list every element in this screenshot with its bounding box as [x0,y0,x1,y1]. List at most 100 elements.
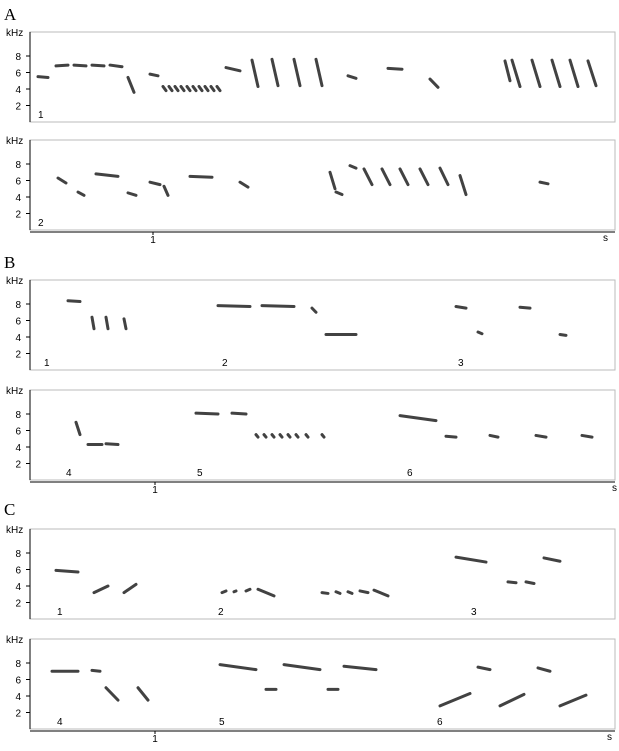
sound-trace [342,664,378,672]
sound-trace [250,58,260,89]
sound-trace [454,304,468,310]
sound-trace [270,433,276,439]
sound-trace [558,333,568,337]
sound-trace [458,174,468,197]
subpanel-number: 2 [218,607,224,618]
y-tick-label: 8 [15,52,21,63]
sound-trace [148,72,160,78]
spectrogram-frame [29,139,616,231]
sound-trace [122,582,138,595]
sound-trace [254,433,260,439]
sound-trace [358,589,370,595]
panel-label: A [4,5,17,24]
subpanel-number: 1 [38,110,44,121]
sound-trace [90,63,106,68]
sound-trace [126,75,136,94]
sound-trace [185,85,192,93]
sound-trace [161,85,168,93]
y-axis-label: kHz [6,276,23,287]
sound-trace [506,580,518,585]
sound-trace [310,306,318,314]
sound-trace [334,190,344,197]
sound-trace [328,170,337,191]
sound-trace [476,665,492,672]
sound-trace [104,686,120,702]
sound-trace [386,66,404,71]
sound-trace [179,85,186,93]
y-tick-label: 6 [15,676,21,687]
sound-trace [244,587,252,593]
sound-trace [74,420,82,437]
sound-trace [444,434,458,439]
y-tick-label: 8 [15,160,21,171]
y-tick-label: 8 [15,410,21,421]
sound-trace [215,85,222,93]
sound-trace [209,85,216,93]
sound-trace [498,692,526,708]
sound-trace [304,433,310,439]
y-tick-label: 8 [15,659,21,670]
sound-trace [524,580,536,586]
spectrogram-frame [29,528,616,620]
sound-trace [294,433,300,439]
sound-trace [292,57,302,88]
sound-trace [216,304,252,308]
sound-trace [76,190,86,197]
y-axis-label: kHz [6,635,23,646]
sound-trace [104,442,120,447]
y-tick-label: 6 [15,566,21,577]
y-tick-label: 6 [15,177,21,188]
y-tick-label: 2 [15,210,21,221]
sound-trace [136,686,150,702]
y-axis-label: kHz [6,386,23,397]
sound-trace [90,315,96,331]
sound-trace [586,59,598,88]
sound-trace [488,433,500,439]
sound-trace [550,58,562,89]
y-tick-label: 4 [15,443,21,454]
sound-trace [94,172,120,178]
y-tick-label: 2 [15,102,21,113]
sound-trace [162,184,170,197]
sound-trace [72,63,88,68]
sound-trace [438,692,472,708]
sound-trace [558,693,588,708]
sound-trace [372,588,390,598]
sound-trace [262,433,268,439]
y-tick-label: 4 [15,193,21,204]
sound-trace [260,304,296,308]
subpanel-number: 6 [437,717,443,728]
panel-label: B [4,253,15,272]
sound-trace [334,590,342,595]
sound-trace [218,663,258,672]
sound-trace [542,556,562,563]
sound-trace [282,663,322,672]
sound-trace [36,75,50,79]
sound-trace [518,305,532,310]
sound-trace [148,180,162,187]
sound-trace [104,315,110,331]
sound-trace [534,433,548,439]
y-axis-label: kHz [6,136,23,147]
sound-trace [92,584,110,595]
sound-trace [108,63,124,69]
y-tick-label: 8 [15,549,21,560]
subpanel-number: 2 [38,218,44,229]
subpanel-number: 3 [458,358,464,369]
sound-trace [418,167,430,187]
subpanel-number: 4 [57,717,63,728]
sound-trace [438,166,450,187]
sound-trace [238,180,250,189]
sound-trace [380,167,392,187]
sound-trace [54,568,80,574]
subpanel-number: 2 [222,358,228,369]
y-tick-label: 4 [15,333,21,344]
sound-trace [428,77,440,89]
y-axis-label: kHz [6,525,23,536]
sound-trace [90,668,102,673]
sound-trace [56,176,68,185]
sound-trace [220,589,228,595]
sound-trace [398,414,438,423]
sound-trace [224,66,242,73]
